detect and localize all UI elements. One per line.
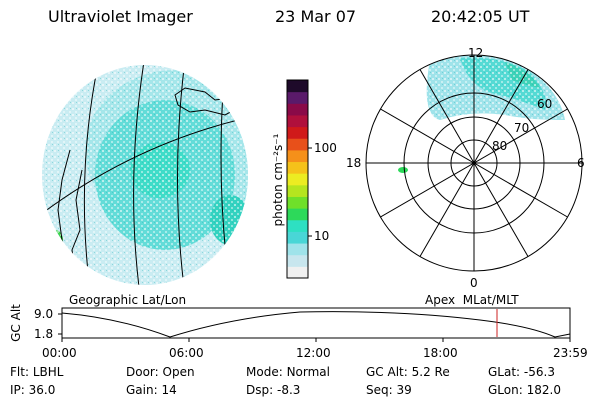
colorbar-swatch [287, 138, 308, 151]
colorbar-swatch [287, 254, 308, 267]
info-dsp: Dsp: -8.3 [246, 383, 301, 397]
mlat-label-80: 80 [492, 139, 508, 153]
colorbar-swatch [287, 196, 308, 209]
time-tick-1800: 18:00 [423, 346, 458, 360]
colorbar-swatch [287, 114, 308, 128]
colorbar-swatch [287, 208, 308, 221]
info-gc-alt: GC Alt: 5.2 Re [366, 365, 450, 379]
alt-tick-1-8: 1.8 [34, 327, 54, 341]
mlat-label-60: 60 [537, 97, 553, 111]
instrument-title: Ultraviolet Imager [48, 7, 193, 26]
mlat-label-70: 70 [514, 121, 530, 135]
polar-plot [365, 54, 583, 272]
info-seq: Seq: 39 [366, 383, 412, 397]
altitude-plot [58, 307, 571, 342]
geographic-map [42, 65, 248, 285]
mlt-label-0: 0 [470, 276, 478, 290]
colorbar-unit-label: photon cm⁻²s⁻¹ [271, 133, 285, 227]
info-mode: Mode: Normal [246, 365, 330, 379]
mlt-label-6: 6 [577, 156, 585, 170]
time-tick-2359: 23:59 [553, 346, 588, 360]
colorbar-swatch [287, 91, 308, 104]
colorbar-swatch [287, 103, 308, 116]
colorbar-swatch [287, 231, 308, 244]
colorbar-swatch [287, 80, 308, 93]
colorbar-swatch [287, 266, 308, 279]
mlt-label-18: 18 [346, 156, 362, 170]
gc-alt-axis-label: GC Alt [9, 304, 23, 342]
colorbar-swatch [287, 149, 308, 163]
altitude-curve [61, 311, 571, 338]
info-glon: GLon: 182.0 [488, 383, 561, 397]
colorbar-swatch [287, 126, 308, 139]
alt-tick-9-0: 9.0 [34, 307, 54, 321]
info-door: Door: Open [126, 365, 195, 379]
info-flt: Flt: LBHL [10, 365, 64, 379]
colorbar-tick-10: 10 [314, 229, 330, 243]
info-gain: Gain: 14 [126, 383, 177, 397]
time-tick-0600: 06:00 [169, 346, 204, 360]
mlt-label-12: 12 [468, 46, 484, 60]
colorbar-swatch [287, 184, 308, 197]
colorbar-swatch [287, 161, 308, 174]
polar-caption: Apex MLat/MLT [425, 293, 519, 307]
colorbar-tick-100: 100 [314, 141, 337, 155]
observation-time: 20:42:05 UT [431, 7, 530, 26]
observation-date: 23 Mar 07 [275, 7, 357, 26]
info-ip: IP: 36.0 [10, 383, 56, 397]
colorbar-swatch [287, 219, 308, 232]
geographic-caption: Geographic Lat/Lon [69, 293, 187, 307]
colorbar [286, 79, 312, 279]
info-glat: GLat: -56.3 [488, 365, 555, 379]
time-tick-0000: 00:00 [42, 346, 77, 360]
time-tick-1200: 12:00 [296, 346, 331, 360]
colorbar-swatch [287, 173, 308, 186]
colorbar-swatch [287, 243, 308, 256]
